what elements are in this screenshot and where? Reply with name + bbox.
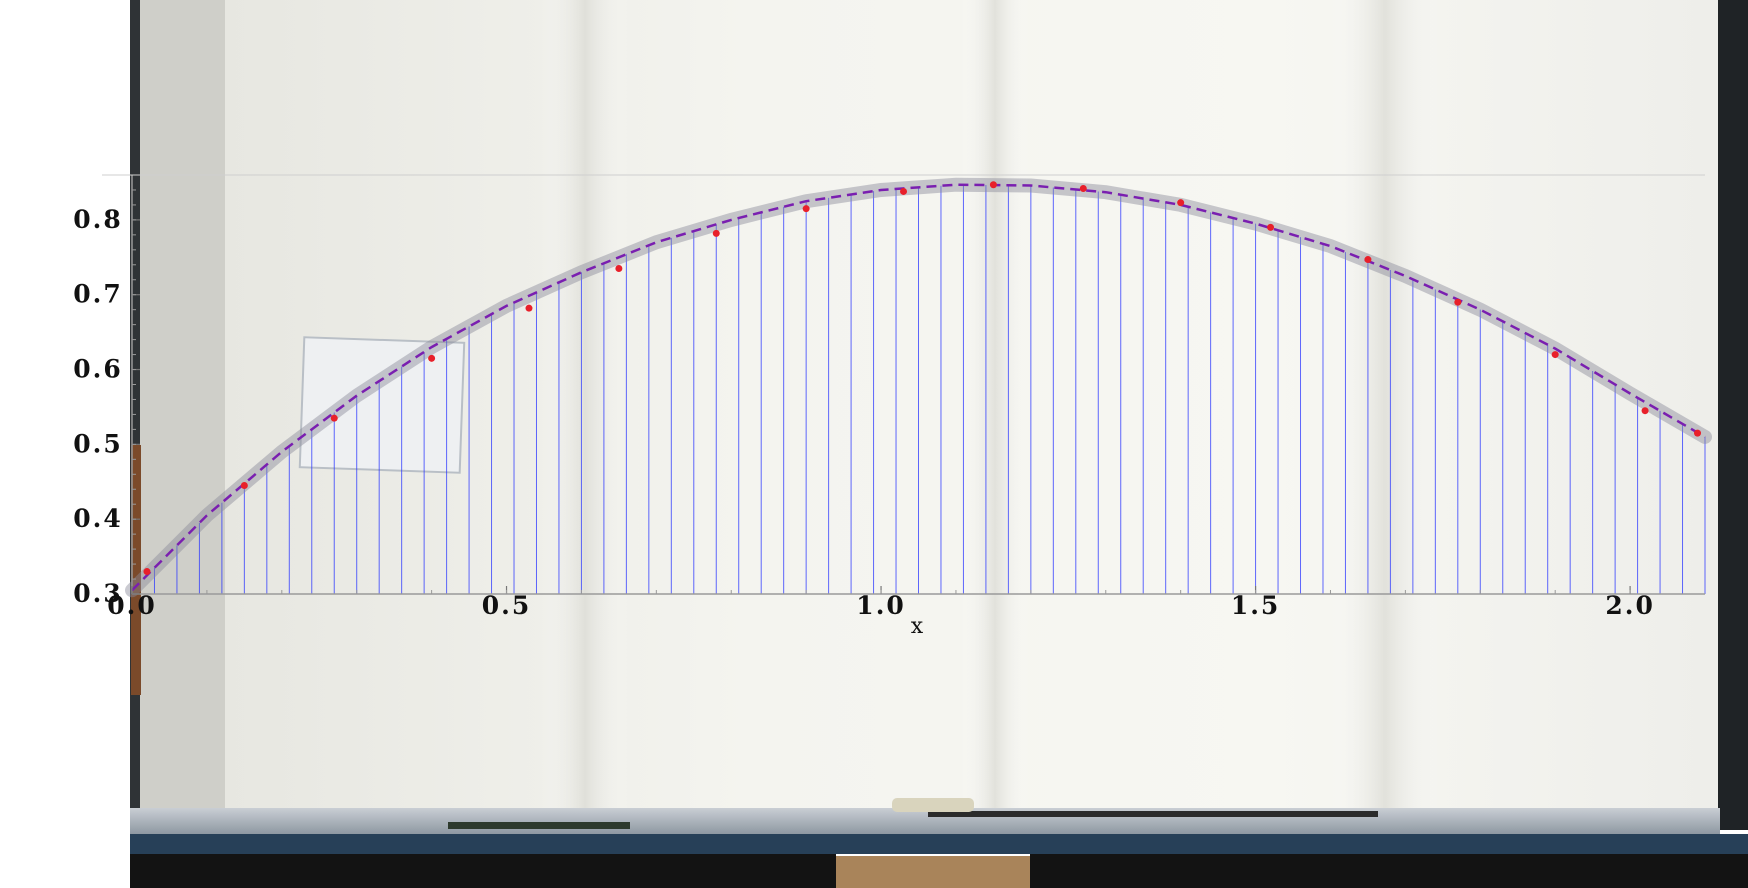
series-layer bbox=[131, 183, 1706, 592]
y-axis: 0.3 0.4 0.5 0.6 0.7 0.8 bbox=[73, 189, 140, 608]
data-point bbox=[1267, 223, 1275, 231]
ruler-left bbox=[448, 822, 630, 829]
data-point bbox=[1177, 199, 1185, 207]
right-dark-edge bbox=[1718, 0, 1748, 830]
y-tick-label: 0.8 bbox=[73, 205, 123, 234]
data-point bbox=[989, 181, 997, 189]
floor-left bbox=[130, 854, 836, 888]
x-tick-label: 2.0 bbox=[1605, 591, 1655, 620]
data-point bbox=[900, 187, 908, 195]
sheet-fold-1 bbox=[540, 0, 630, 810]
data-point bbox=[428, 354, 436, 362]
fit-curve-line bbox=[131, 183, 1706, 592]
y-tick-label: 0.6 bbox=[73, 355, 123, 384]
data-point bbox=[1454, 298, 1462, 306]
ruler-right bbox=[928, 811, 1378, 817]
left-wall bbox=[130, 0, 230, 830]
data-point bbox=[802, 205, 810, 213]
photo-background bbox=[130, 0, 1748, 888]
y-tick-label: 0.4 bbox=[73, 504, 123, 533]
sheet-fold-2 bbox=[960, 0, 1030, 810]
bench-edge bbox=[130, 834, 1748, 854]
y-tick-label: 0.5 bbox=[73, 429, 123, 458]
y-tick-label: 0.3 bbox=[73, 579, 123, 608]
data-point bbox=[330, 414, 338, 422]
table-ledge bbox=[130, 808, 1720, 834]
sample-grid-lines bbox=[131, 184, 1706, 594]
x-tick-label: 0.5 bbox=[482, 591, 532, 620]
y-tick-label: 0.7 bbox=[73, 280, 123, 309]
data-point bbox=[1694, 429, 1702, 437]
x-tick-label: 1.5 bbox=[1231, 591, 1281, 620]
data-point bbox=[525, 304, 533, 312]
data-point bbox=[1551, 351, 1559, 359]
floor-right bbox=[1030, 854, 1748, 888]
x-axis: 0.0 0.5 1.0 1.5 2.0 bbox=[107, 586, 1655, 620]
sheet-fold-3 bbox=[1330, 0, 1440, 810]
tape-roll bbox=[892, 798, 974, 812]
data-point bbox=[143, 568, 151, 576]
x-axis-label: x bbox=[911, 614, 924, 639]
data-point bbox=[1641, 407, 1649, 415]
paper-note bbox=[298, 336, 466, 474]
floor-box bbox=[836, 856, 1030, 888]
data-point bbox=[240, 482, 248, 490]
x-tick-label: 1.0 bbox=[856, 591, 906, 620]
x-tick-label: 0.0 bbox=[107, 591, 157, 620]
data-point bbox=[1079, 184, 1087, 192]
data-point bbox=[1364, 256, 1372, 264]
data-point bbox=[615, 265, 623, 273]
data-points-layer bbox=[143, 181, 1702, 576]
data-point bbox=[712, 229, 720, 237]
left-wood-panel bbox=[131, 445, 141, 695]
